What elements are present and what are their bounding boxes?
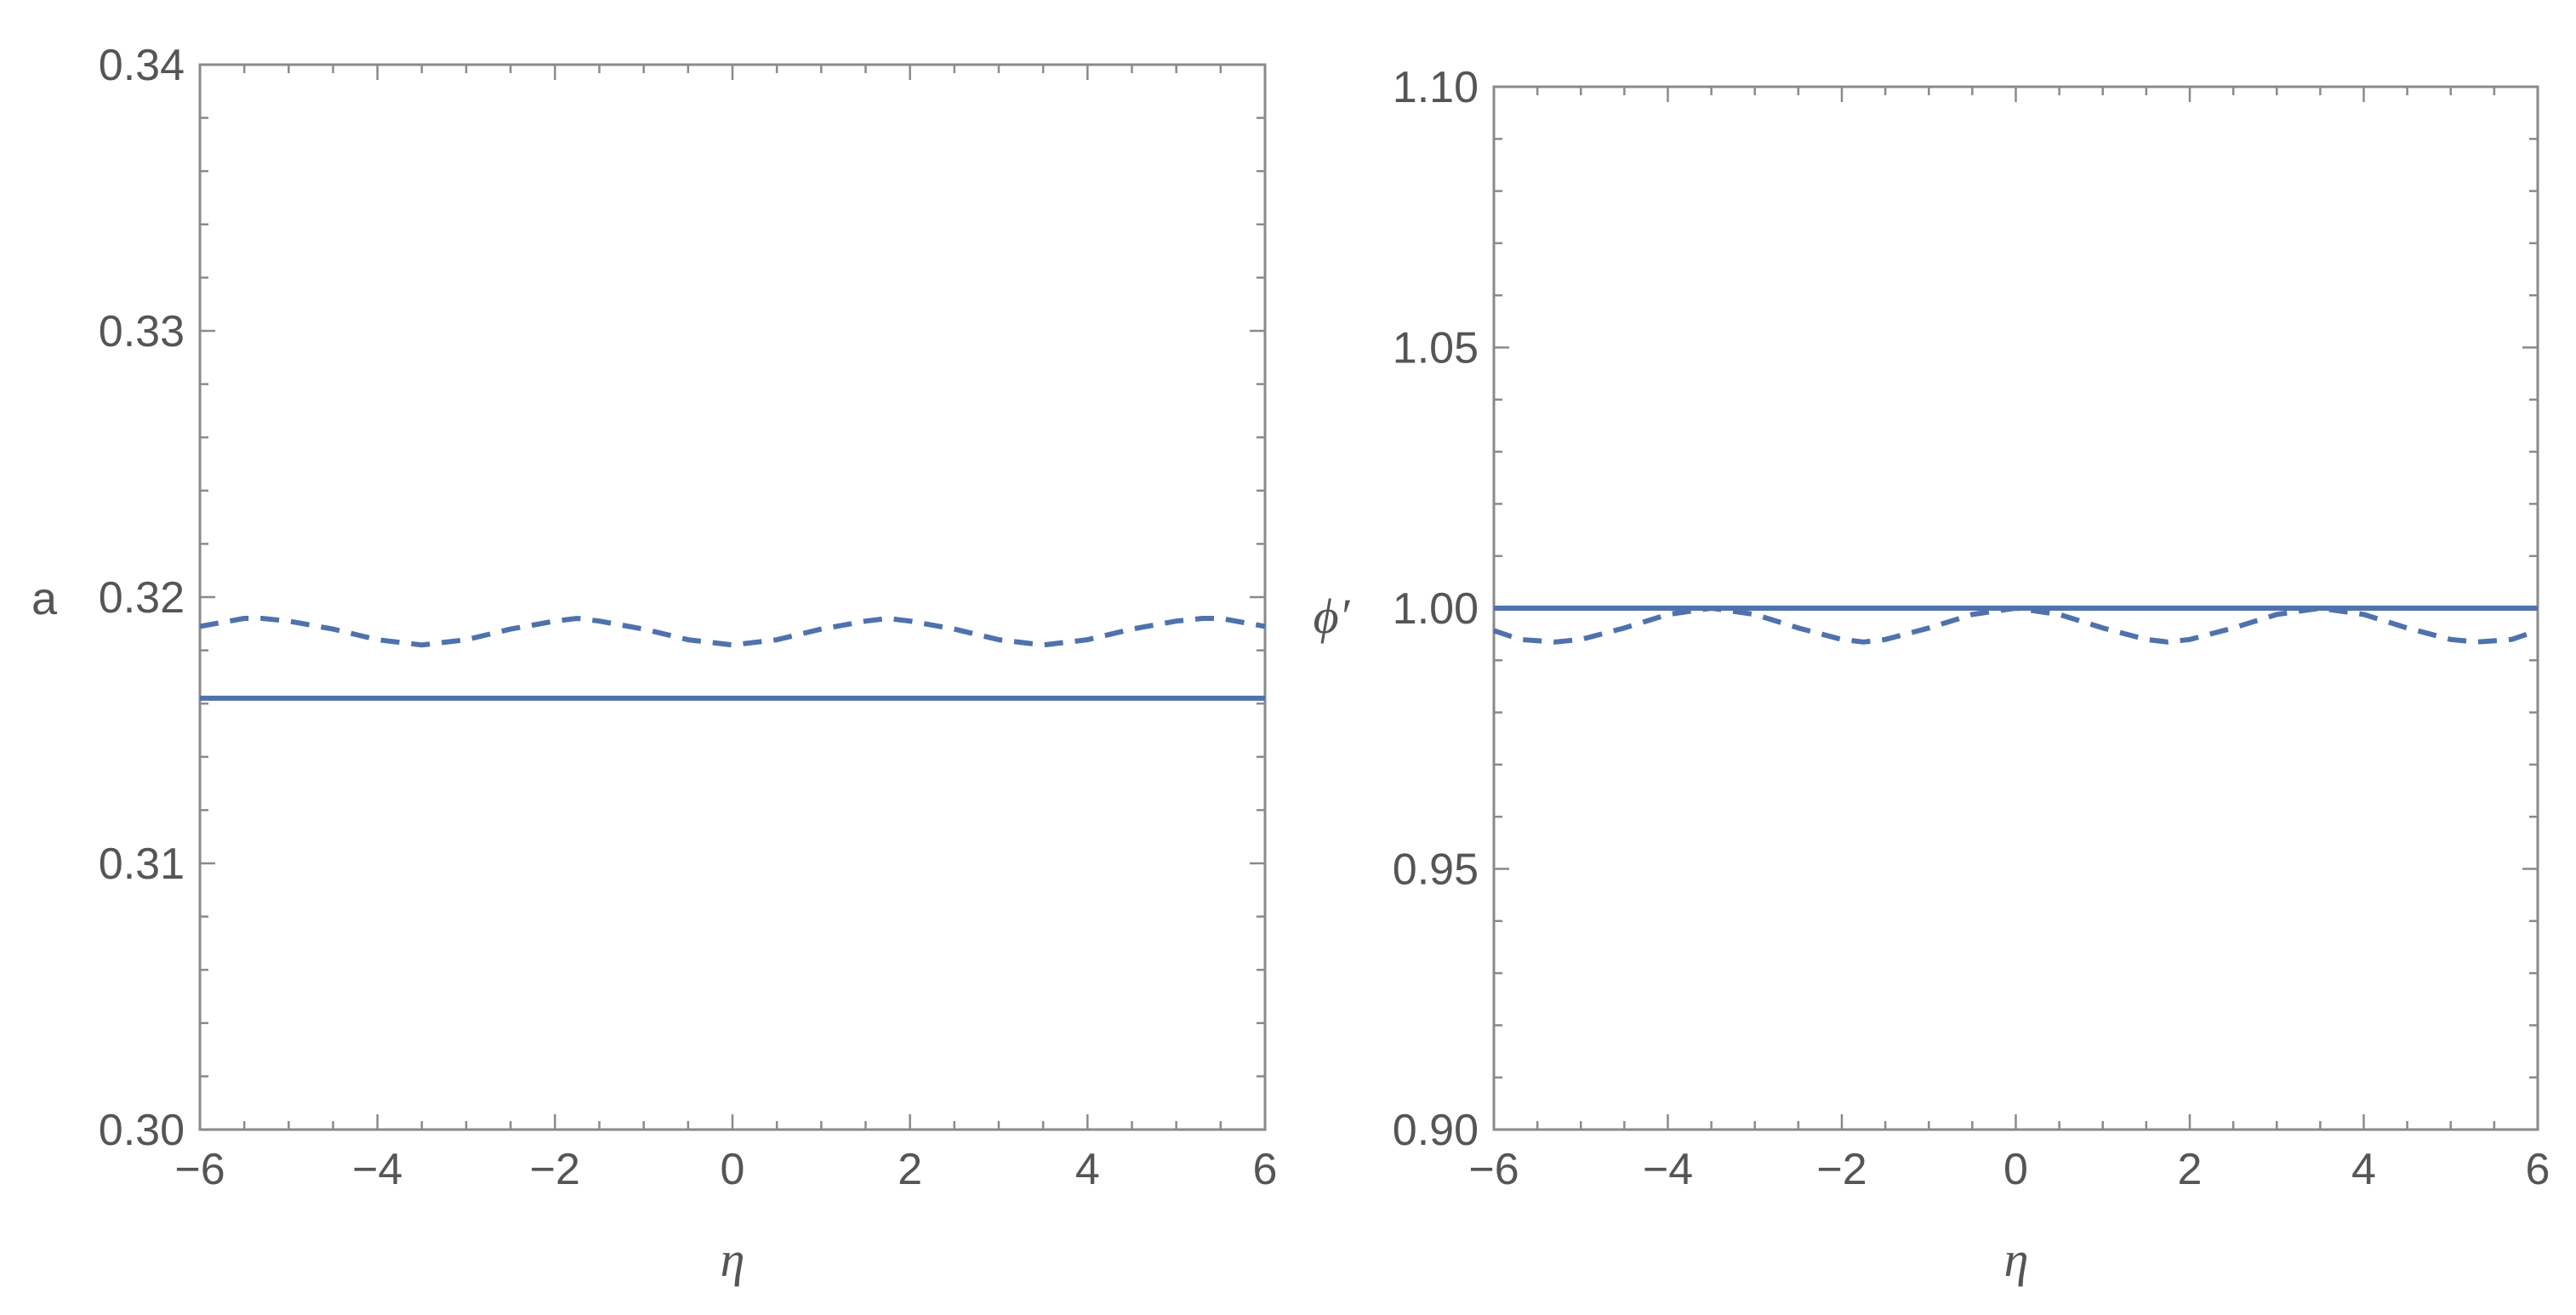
left-x-tick-label: −2: [530, 1145, 580, 1194]
left-x-axis-label: η: [721, 1232, 745, 1287]
right-x-tick-label: 0: [2003, 1145, 2028, 1194]
right-y-tick-label: 1.05: [1393, 324, 1479, 373]
left-y-tick-label: 0.32: [99, 573, 185, 623]
right-tick-labels: −6 −4 −2 0 2 4 6 0.90 0.95 1.00 1.05 1.10: [1393, 63, 2550, 1194]
right-x-tick-label: −4: [1643, 1145, 1693, 1194]
right-x-tick-label: 2: [2178, 1145, 2203, 1194]
right-x-tick-label: 6: [2526, 1145, 2550, 1194]
right-y-tick-label: 1.00: [1393, 584, 1479, 634]
left-y-axis-label: a: [31, 573, 58, 624]
left-x-tick-label: 6: [1253, 1145, 1278, 1194]
left-tick-labels: −6 −4 −2 0 2 4 6 0.30 0.31 0.32 0.33 0.34: [99, 41, 1278, 1194]
right-y-tick-label: 1.10: [1393, 63, 1479, 112]
left-panel: −6 −4 −2 0 2 4 6 0.30 0.31 0.32 0.33 0.34 η a: [31, 41, 1277, 1287]
right-x-axis-label: η: [2004, 1232, 2029, 1287]
left-y-tick-label: 0.30: [99, 1106, 185, 1155]
right-series: [1493, 606, 2539, 645]
right-x-tick-label: 4: [2351, 1145, 2376, 1194]
left-ticks: [198, 63, 1267, 1131]
right-ticks: [1492, 85, 2539, 1131]
left-y-tick-label: 0.34: [99, 41, 185, 90]
left-y-tick-label: 0.31: [99, 840, 185, 889]
left-x-tick-label: −4: [352, 1145, 402, 1194]
left-y-tick-label: 0.33: [99, 307, 185, 356]
left-plot-frame: [198, 63, 1267, 1131]
right-x-tick-label: −2: [1816, 1145, 1866, 1194]
right-series-dashed-line: [1493, 606, 2539, 645]
left-x-tick-label: −6: [174, 1145, 225, 1194]
right-y-tick-label: 0.95: [1393, 845, 1479, 895]
left-x-tick-label: 2: [898, 1145, 922, 1194]
right-panel: −6 −4 −2 0 2 4 6 0.90 0.95 1.00 1.05 1.10 η ϕ′: [1314, 63, 2550, 1287]
right-y-tick-label: 0.90: [1393, 1106, 1479, 1155]
left-x-tick-label: 0: [721, 1145, 745, 1194]
left-series-dashed-line: [199, 616, 1266, 648]
left-series: [199, 616, 1266, 701]
right-y-axis-label: ϕ′: [1314, 589, 1351, 644]
right-x-tick-label: −6: [1468, 1145, 1519, 1194]
left-x-tick-label: 4: [1075, 1145, 1100, 1194]
